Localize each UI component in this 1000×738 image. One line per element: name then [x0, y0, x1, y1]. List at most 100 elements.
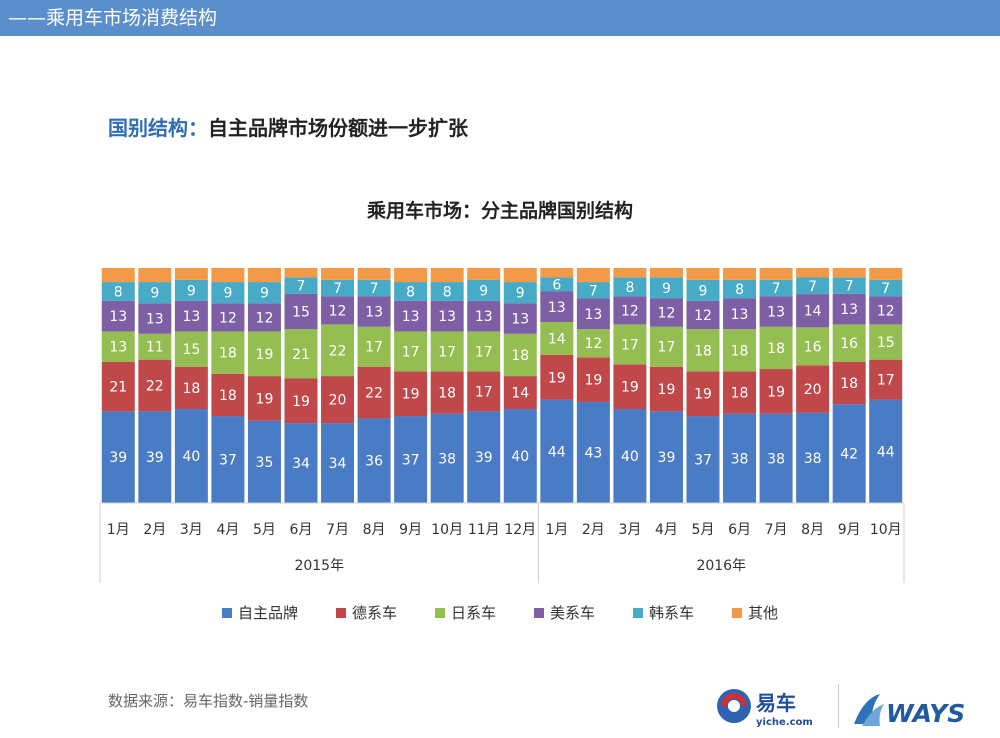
group-label: 2016年 — [696, 558, 746, 574]
data-label: 21 — [109, 380, 127, 396]
bar-segment — [321, 423, 355, 503]
bar-segment — [284, 423, 318, 503]
legend-item: 韩系车 — [633, 602, 694, 623]
bar-segment — [174, 279, 208, 301]
bar-segment — [284, 293, 318, 330]
legend-label: 自主品牌 — [237, 604, 298, 622]
bar-segment — [430, 268, 464, 283]
data-label: 13 — [475, 309, 493, 325]
yiche-logo-sub: yiche.com — [756, 717, 813, 728]
bar-segment — [430, 282, 464, 301]
bar-segment — [284, 268, 318, 278]
ways-logo-text: WAYS — [886, 699, 965, 728]
bar-segment — [357, 296, 391, 327]
data-label: 8 — [625, 280, 634, 296]
data-label: 39 — [475, 450, 493, 466]
data-label: 17 — [365, 340, 383, 356]
data-label: 19 — [402, 387, 420, 403]
data-label: 17 — [438, 344, 456, 360]
data-label: 11 — [146, 340, 164, 356]
data-label: 44 — [877, 444, 895, 460]
data-label: 38 — [767, 451, 785, 467]
data-label: 8 — [114, 285, 123, 301]
bar-segment — [869, 359, 903, 400]
data-label: 17 — [621, 337, 639, 353]
bar-segment — [503, 268, 537, 283]
bar-segment — [869, 399, 903, 503]
bar-segment — [321, 268, 355, 280]
data-label: 8 — [443, 285, 452, 301]
bar-segment — [284, 277, 318, 294]
legend-label: 其他 — [748, 604, 779, 622]
data-label: 12 — [621, 303, 639, 319]
legend-label: 韩系车 — [649, 604, 695, 622]
legend-item: 其他 — [732, 602, 778, 623]
bar-segment — [576, 268, 610, 283]
legend-item: 美系车 — [534, 602, 595, 623]
bar-segment — [576, 357, 610, 402]
bar-segment — [832, 293, 866, 325]
bar-segment — [759, 326, 793, 370]
data-label: 9 — [516, 286, 525, 302]
data-label: 8 — [406, 285, 415, 301]
bar-segment — [394, 331, 428, 372]
bar-segment — [613, 364, 647, 409]
page-heading: 国别结构：自主品牌市场份额进一步扩张 — [108, 112, 468, 141]
bar-segment — [686, 371, 720, 417]
data-label: 7 — [808, 279, 817, 295]
bar-segment — [174, 268, 208, 280]
x-tick-label: 6月 — [728, 522, 751, 538]
bar-segment — [394, 282, 428, 301]
bar-segment — [357, 279, 391, 297]
data-label: 9 — [479, 283, 488, 299]
bar-segment — [101, 282, 135, 301]
bar-segment — [211, 416, 245, 503]
header-title: ——乘用车市场消费结构 — [8, 7, 218, 29]
data-label: 9 — [662, 281, 671, 297]
data-label: 16 — [840, 336, 858, 352]
bar-segment — [613, 268, 647, 278]
data-label: 22 — [365, 386, 383, 402]
data-label: 13 — [182, 309, 200, 325]
data-label: 13 — [109, 340, 127, 356]
bar-segment — [357, 366, 391, 419]
chart-legend: 自主品牌 德系车 日系车 美系车 韩系车 其他 — [0, 602, 1000, 623]
bar-segment — [613, 296, 647, 325]
data-label: 7 — [881, 281, 890, 297]
data-label: 9 — [260, 286, 269, 302]
data-label: 18 — [182, 381, 200, 397]
bar-segment — [576, 329, 610, 358]
x-tick-label: 2月 — [143, 522, 166, 538]
x-tick-label: 12月 — [504, 522, 536, 538]
bar-segment — [759, 413, 793, 503]
data-label: 36 — [365, 454, 383, 470]
bar-segment — [832, 268, 866, 278]
bar-segment — [832, 324, 866, 362]
data-label: 17 — [877, 373, 895, 389]
data-label: 43 — [584, 445, 602, 461]
bar-segment — [247, 331, 281, 377]
bar-segment — [869, 296, 903, 325]
data-label: 40 — [182, 449, 200, 465]
x-tick-label: 5月 — [692, 522, 715, 538]
bar-segment — [540, 277, 574, 292]
data-label: 19 — [621, 380, 639, 396]
bar-segment — [869, 268, 903, 280]
bar-segment — [467, 331, 501, 372]
data-label: 19 — [292, 394, 310, 410]
bar-segment — [211, 282, 245, 304]
bar-segment — [357, 418, 391, 503]
x-tick-label: 7月 — [326, 522, 349, 538]
x-tick-label: 6月 — [290, 522, 313, 538]
bar-segment — [613, 324, 647, 365]
data-label: 18 — [731, 343, 749, 359]
bar-segment — [723, 371, 757, 414]
data-label: 39 — [146, 450, 164, 466]
bar-segment — [101, 411, 135, 503]
group-label: 2015年 — [294, 558, 344, 574]
data-label: 18 — [767, 341, 785, 357]
x-tick-label: 7月 — [765, 522, 788, 538]
data-label: 22 — [329, 343, 347, 359]
bar-segment — [759, 279, 793, 297]
data-label: 7 — [845, 279, 854, 295]
